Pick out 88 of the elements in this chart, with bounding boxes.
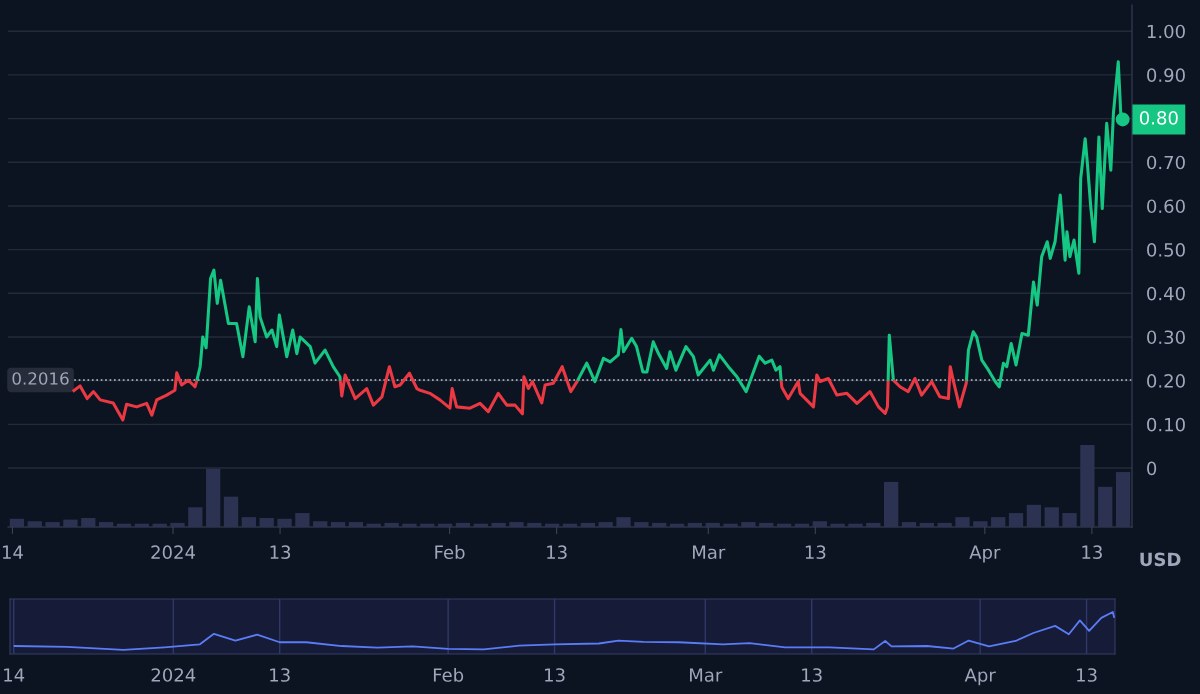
line-series	[195, 268, 342, 383]
y-tick-label: 0.30	[1147, 330, 1185, 345]
bar	[223, 496, 239, 527]
bar	[884, 481, 899, 527]
x-tick-label: 2024	[151, 545, 195, 560]
x-tick-label: 13	[1077, 668, 1097, 682]
bar	[1044, 507, 1059, 527]
bar	[1098, 486, 1113, 527]
y-tick-label: 0.10	[1147, 417, 1185, 432]
y-tick-label: 0.50	[1147, 243, 1185, 257]
y-tick-label: 0	[1147, 461, 1157, 476]
bar	[98, 522, 114, 527]
line-series	[891, 365, 968, 409]
bar	[259, 517, 274, 527]
bar	[330, 522, 346, 527]
line-series	[779, 373, 890, 415]
bar	[45, 522, 60, 527]
bar	[759, 522, 774, 527]
y-tick-label: 0.20	[1147, 374, 1185, 388]
bar	[241, 517, 256, 527]
bar	[955, 517, 970, 527]
bar	[313, 521, 328, 527]
x-tick-label: Apr	[969, 545, 1001, 563]
bar	[1026, 504, 1042, 527]
x-tick-label: 13	[802, 668, 822, 682]
bar	[634, 522, 649, 527]
bar	[491, 522, 506, 527]
bar	[188, 507, 203, 527]
bar	[991, 517, 1006, 527]
x-tick-label: 13	[1082, 545, 1102, 560]
bar	[1008, 513, 1024, 527]
bar	[937, 522, 952, 527]
x-tick-label: 2024	[151, 668, 196, 682]
bar	[527, 522, 542, 527]
bar	[277, 518, 292, 527]
bar	[723, 523, 738, 527]
y-tick-label: 0.40	[1147, 286, 1185, 301]
bar	[1115, 472, 1131, 527]
bar	[580, 522, 595, 527]
x-tick-label: 13	[270, 668, 290, 682]
bar	[170, 522, 185, 527]
bar	[705, 522, 720, 527]
bar	[402, 523, 417, 527]
bar	[687, 522, 703, 527]
y-tick-label: 0.90	[1147, 68, 1185, 83]
annotation: 0.80	[1139, 111, 1178, 125]
x-tick-label: 13	[805, 545, 826, 560]
bar	[901, 522, 917, 527]
bar	[973, 521, 988, 527]
bar	[830, 523, 845, 527]
bar	[509, 522, 524, 527]
x-tick-label: Apr	[964, 668, 996, 686]
ref-line-label: 0.2016	[12, 372, 69, 385]
x-tick-label: 13	[545, 668, 565, 682]
bar	[63, 519, 78, 527]
y-tick-label: 0.60	[1147, 199, 1185, 214]
bar	[348, 522, 364, 527]
bar	[598, 522, 613, 527]
bar	[9, 518, 25, 527]
bar	[741, 522, 756, 527]
bar	[384, 522, 399, 527]
x-tick-label: 14	[2, 545, 23, 559]
line-series	[338, 365, 580, 416]
x-tick-label: Feb	[433, 667, 464, 682]
x-tick-label: 13	[547, 545, 567, 560]
x-tick-label: Feb	[435, 545, 465, 560]
bar	[1062, 513, 1077, 527]
x-tick-label: 14	[4, 668, 25, 682]
bar	[848, 523, 863, 527]
bar	[455, 522, 471, 527]
y-tick-label: 0.70	[1147, 155, 1185, 170]
bar	[652, 522, 667, 527]
bar	[27, 521, 42, 527]
line-series	[576, 328, 783, 394]
bar	[206, 468, 221, 527]
bar	[812, 521, 827, 527]
bar	[866, 522, 881, 527]
bar	[919, 522, 934, 527]
bar	[616, 517, 631, 527]
y-axis-title: USD	[1140, 552, 1181, 567]
bar	[1080, 445, 1095, 527]
bar	[295, 513, 310, 527]
y-tick-label: 1.00	[1147, 24, 1185, 39]
x-tick-label: Mar	[690, 668, 723, 682]
x-tick-label: Mar	[693, 545, 726, 560]
x-tick-label: 13	[270, 545, 291, 560]
bar	[81, 517, 96, 527]
line-series	[71, 371, 199, 422]
